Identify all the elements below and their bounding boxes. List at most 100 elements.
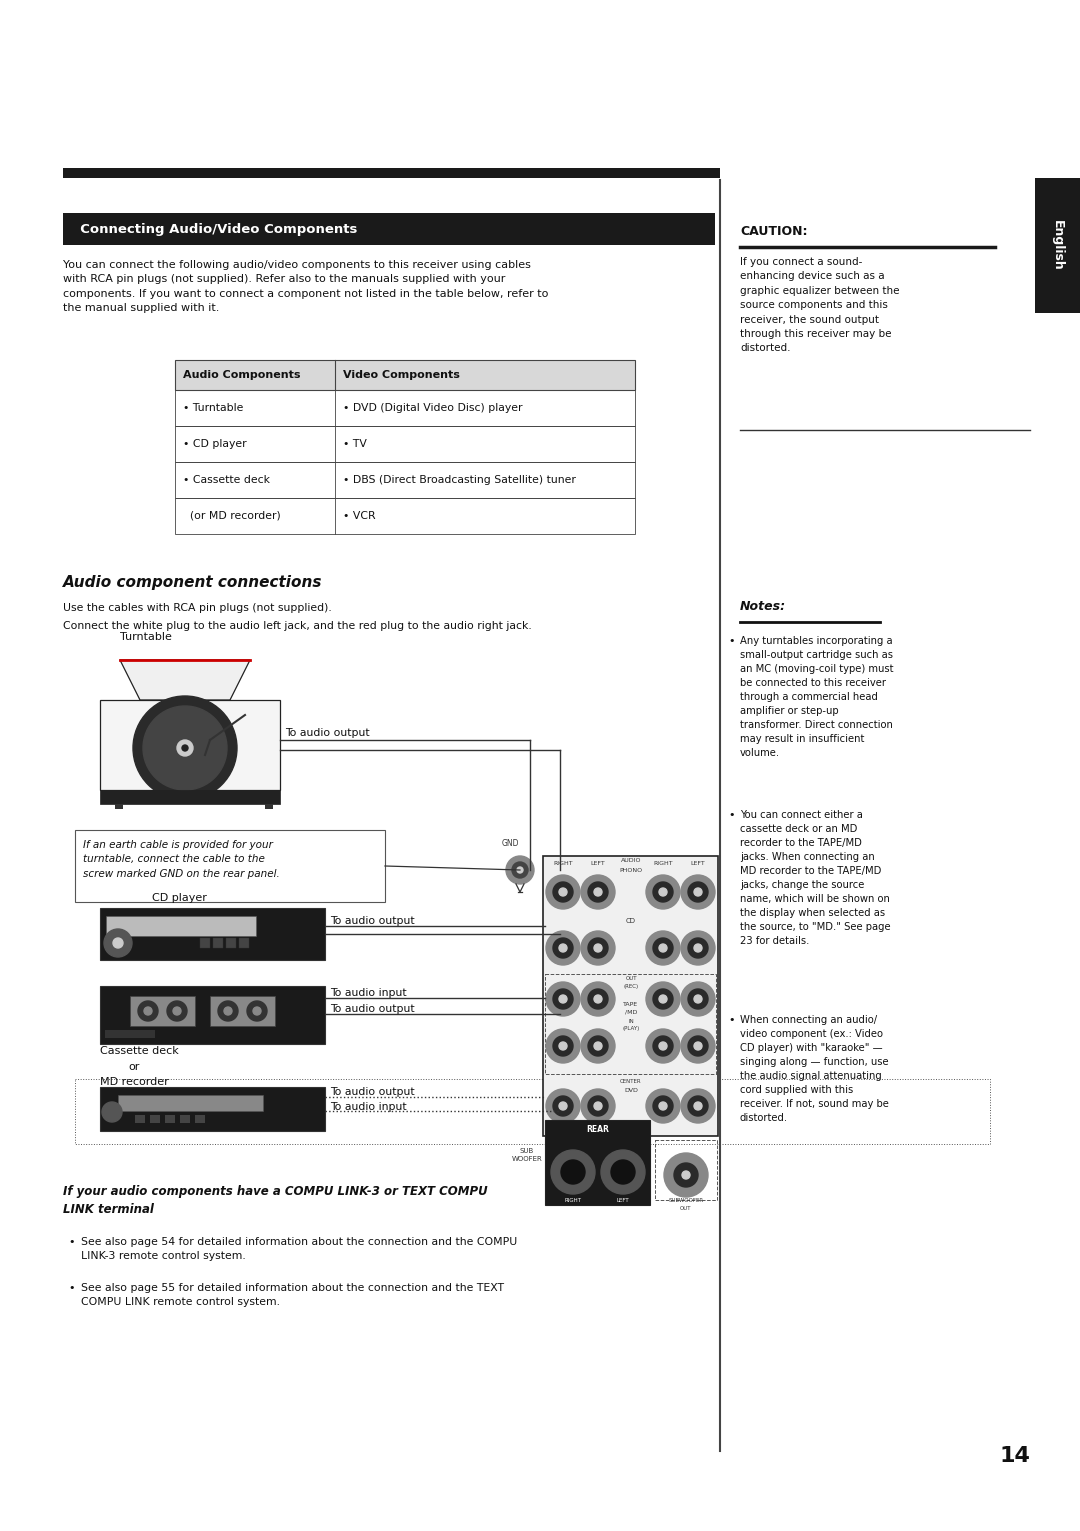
- Text: • TV: • TV: [343, 439, 367, 449]
- Circle shape: [653, 1036, 673, 1056]
- Text: See also page 55 for detailed information about the connection and the TEXT
COMP: See also page 55 for detailed informatio…: [81, 1283, 504, 1307]
- Text: OUT: OUT: [680, 1206, 692, 1211]
- Circle shape: [594, 995, 602, 1003]
- Text: Cassette deck: Cassette deck: [100, 1046, 179, 1056]
- Bar: [545, 1121, 650, 1205]
- Text: • VCR: • VCR: [343, 511, 376, 521]
- Circle shape: [553, 1096, 573, 1116]
- Bar: [175, 462, 635, 498]
- Circle shape: [694, 995, 702, 1003]
- Circle shape: [594, 945, 602, 952]
- Circle shape: [167, 1001, 187, 1021]
- Circle shape: [546, 981, 580, 1017]
- Circle shape: [546, 876, 580, 909]
- Circle shape: [113, 939, 123, 948]
- Text: IN: IN: [629, 1020, 634, 1024]
- Text: or: or: [129, 1063, 139, 1072]
- Circle shape: [674, 1164, 698, 1187]
- Bar: [100, 1087, 325, 1131]
- Circle shape: [694, 888, 702, 896]
- Circle shape: [681, 1089, 715, 1124]
- Bar: [239, 939, 249, 948]
- Circle shape: [653, 939, 673, 958]
- Bar: [100, 986, 325, 1044]
- Circle shape: [581, 931, 615, 965]
- Bar: [654, 1141, 717, 1200]
- Text: You can connect either a
cassette deck or an MD
recorder to the TAPE/MD
jacks. W: You can connect either a cassette deck o…: [740, 810, 891, 946]
- Text: SUBWOOFER: SUBWOOFER: [669, 1197, 703, 1203]
- Text: (REC): (REC): [623, 984, 638, 989]
- Circle shape: [588, 882, 608, 902]
- Text: •: •: [68, 1237, 75, 1248]
- Circle shape: [224, 1007, 232, 1015]
- Text: • CD player: • CD player: [183, 439, 246, 449]
- Circle shape: [588, 1096, 608, 1116]
- Circle shape: [104, 929, 132, 957]
- Bar: [265, 804, 273, 808]
- Text: LEFT: LEFT: [591, 860, 606, 867]
- Circle shape: [646, 876, 680, 909]
- Circle shape: [588, 939, 608, 958]
- Circle shape: [681, 1171, 690, 1179]
- Bar: [100, 908, 325, 960]
- Text: PHONO: PHONO: [620, 868, 643, 873]
- Text: REAR: REAR: [586, 1125, 609, 1134]
- Circle shape: [517, 867, 523, 873]
- Bar: [545, 974, 716, 1075]
- Circle shape: [218, 1001, 238, 1021]
- Text: If an earth cable is provided for your
turntable, connect the cable to the
screw: If an earth cable is provided for your t…: [83, 841, 280, 879]
- Circle shape: [553, 882, 573, 902]
- Circle shape: [546, 1089, 580, 1124]
- Circle shape: [133, 697, 237, 801]
- Bar: [100, 790, 280, 804]
- Text: OUT: OUT: [625, 975, 637, 981]
- Text: To audio input: To audio input: [330, 1102, 407, 1112]
- Text: Any turntables incorporating a
small-output cartridge such as
an MC (moving-coil: Any turntables incorporating a small-out…: [740, 635, 893, 758]
- Circle shape: [688, 989, 708, 1009]
- Circle shape: [681, 876, 715, 909]
- Text: (PLAY): (PLAY): [622, 1026, 639, 1030]
- Circle shape: [559, 1102, 567, 1110]
- Text: To audio output: To audio output: [285, 729, 369, 738]
- Text: •: •: [728, 1015, 734, 1024]
- Text: RIGHT: RIGHT: [653, 860, 673, 867]
- Text: • Cassette deck: • Cassette deck: [183, 475, 270, 485]
- Circle shape: [512, 862, 528, 877]
- Text: GND: GND: [501, 839, 518, 848]
- Bar: [195, 1115, 205, 1124]
- Circle shape: [646, 931, 680, 965]
- Circle shape: [553, 989, 573, 1009]
- Bar: [1035, 178, 1080, 312]
- Bar: [135, 1115, 145, 1124]
- Text: Notes:: Notes:: [740, 600, 786, 612]
- Text: You can connect the following audio/video components to this receiver using cabl: You can connect the following audio/vide…: [63, 260, 549, 314]
- Bar: [175, 390, 635, 426]
- Circle shape: [143, 706, 227, 790]
- Bar: [165, 1115, 175, 1124]
- Circle shape: [559, 995, 567, 1003]
- Bar: [226, 939, 237, 948]
- Text: Audio Components: Audio Components: [183, 371, 300, 380]
- Circle shape: [546, 931, 580, 965]
- Text: • DVD (Digital Video Disc) player: • DVD (Digital Video Disc) player: [343, 403, 523, 413]
- Text: MD recorder: MD recorder: [100, 1076, 168, 1087]
- Circle shape: [588, 989, 608, 1009]
- Text: TAPE: TAPE: [623, 1001, 638, 1007]
- Bar: [114, 804, 123, 808]
- Bar: [150, 1115, 160, 1124]
- Circle shape: [646, 1029, 680, 1063]
- Text: CENTER: CENTER: [620, 1079, 642, 1084]
- Text: •: •: [728, 635, 734, 646]
- Circle shape: [588, 1036, 608, 1056]
- Text: 14: 14: [999, 1445, 1030, 1467]
- Circle shape: [659, 888, 667, 896]
- Circle shape: [694, 945, 702, 952]
- Bar: [175, 360, 635, 390]
- Circle shape: [594, 1102, 602, 1110]
- Circle shape: [688, 882, 708, 902]
- Bar: [105, 1030, 156, 1038]
- Bar: [75, 1079, 990, 1144]
- Circle shape: [561, 1160, 585, 1183]
- Bar: [175, 498, 635, 534]
- Circle shape: [594, 1043, 602, 1050]
